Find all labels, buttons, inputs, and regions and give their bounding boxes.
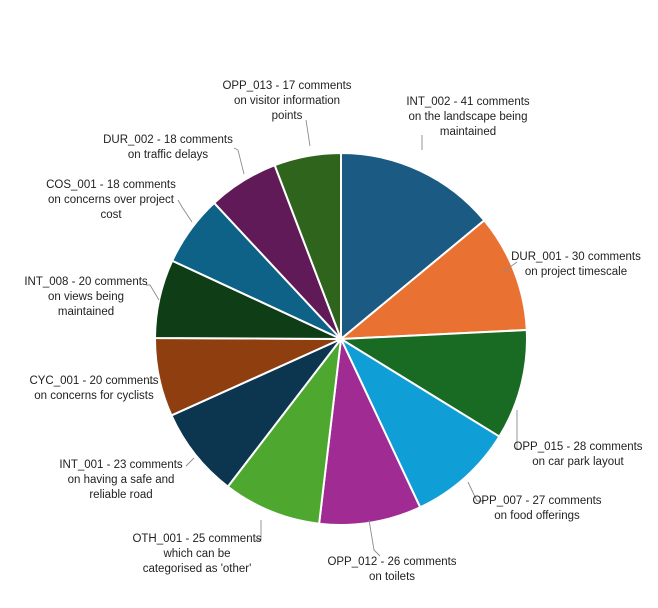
slice-labels: INT_002 - 41 comments on the landscape be… (24, 80, 642, 583)
slice-label: OTH_001 - 25 comments which can be categor… (132, 533, 261, 575)
slice-label-line: on concerns over project (48, 194, 175, 206)
pie-slice (338, 336, 501, 509)
slice-label: COS_001 - 18 comments on concerns over pr… (46, 179, 176, 221)
slice-label-line: DUR_002 - 18 comments (103, 134, 233, 146)
slice-label-line: which can be (162, 548, 230, 560)
slice-label: DUR_002 - 18 comments on traffic delays (103, 134, 233, 161)
slice-label-line: DUR_001 - 30 comments (511, 251, 641, 263)
leader-line (516, 410, 521, 450)
leader-line (368, 519, 381, 557)
slice-label: INT_002 - 41 comments on the landscape be… (406, 96, 530, 138)
slice-label: INT_001 - 23 comments on having a safe an… (59, 459, 183, 501)
pie-slice (170, 338, 342, 489)
slice-label-line: on food offerings (494, 510, 580, 522)
slice-label-line: OPP_007 - 27 comments (472, 495, 601, 507)
slice-label-line: on concerns for cyclists (34, 390, 154, 402)
leader-line (185, 457, 195, 467)
leader-lines (146, 119, 521, 557)
slice-label-line: OTH_001 - 25 comments (132, 533, 261, 545)
leader-line (502, 261, 518, 273)
slice-label: OPP_015 - 28 comments on car park layout (513, 441, 642, 468)
pie-slice (273, 151, 342, 340)
slice-label: OPP_007 - 27 comments on food offerings (472, 495, 601, 522)
leader-line (467, 481, 484, 502)
slice-label-line: maintained (58, 306, 114, 318)
slice-label-line: maintained (440, 126, 496, 138)
slice-label-line: categorised as 'other' (143, 563, 252, 575)
slice-label-line: on toilets (369, 571, 415, 583)
leader-line (177, 199, 193, 223)
slice-label-line: on views being (48, 291, 124, 303)
pie-slices (153, 151, 528, 526)
slice-label-line: INT_008 - 20 comments (24, 276, 148, 288)
slice-label: INT_008 - 20 comments on views being maint… (24, 276, 148, 318)
slice-label-line: on project timescale (525, 266, 627, 278)
leader-line (305, 119, 311, 147)
slice-label-line: points (272, 110, 303, 122)
slice-label-line: on car park layout (532, 456, 624, 468)
slice-label-line: CYC_001 - 20 comments (29, 375, 158, 387)
leader-line (146, 284, 160, 301)
slice-label: DUR_001 - 30 comments on project timescal… (511, 251, 641, 278)
pie-slice (340, 151, 486, 342)
slice-label-line: on traffic delays (128, 149, 209, 161)
leader-line (233, 147, 245, 175)
slice-label-line: OPP_015 - 28 comments (513, 441, 642, 453)
slice-label-line: on visitor information (234, 95, 340, 107)
slice-label-line: on the landscape being (409, 111, 528, 123)
slice-label-line: reliable road (89, 489, 152, 501)
slice-label: OPP_013 - 17 comments on visitor informat… (222, 80, 351, 122)
pie-slice (338, 218, 528, 341)
slice-label-line: INT_001 - 23 comments (59, 459, 183, 471)
slice-label-line: OPP_012 - 26 comments (327, 556, 456, 568)
pie-slice (317, 335, 422, 526)
slice-label-line: INT_002 - 41 comments (406, 96, 530, 108)
pie-slice (226, 335, 343, 525)
slice-label-line: OPP_013 - 17 comments (222, 80, 351, 92)
slice-label-line: cost (100, 209, 122, 221)
slice-label: OPP_012 - 26 comments on toilets (327, 556, 456, 583)
slice-label-line: on having a safe and (68, 474, 175, 486)
pie-slice (337, 328, 528, 438)
slice-label-line: COS_001 - 18 comments (46, 179, 176, 191)
leader-line (255, 520, 262, 541)
slice-label: CYC_001 - 20 comments on concerns for cyc… (29, 375, 158, 402)
